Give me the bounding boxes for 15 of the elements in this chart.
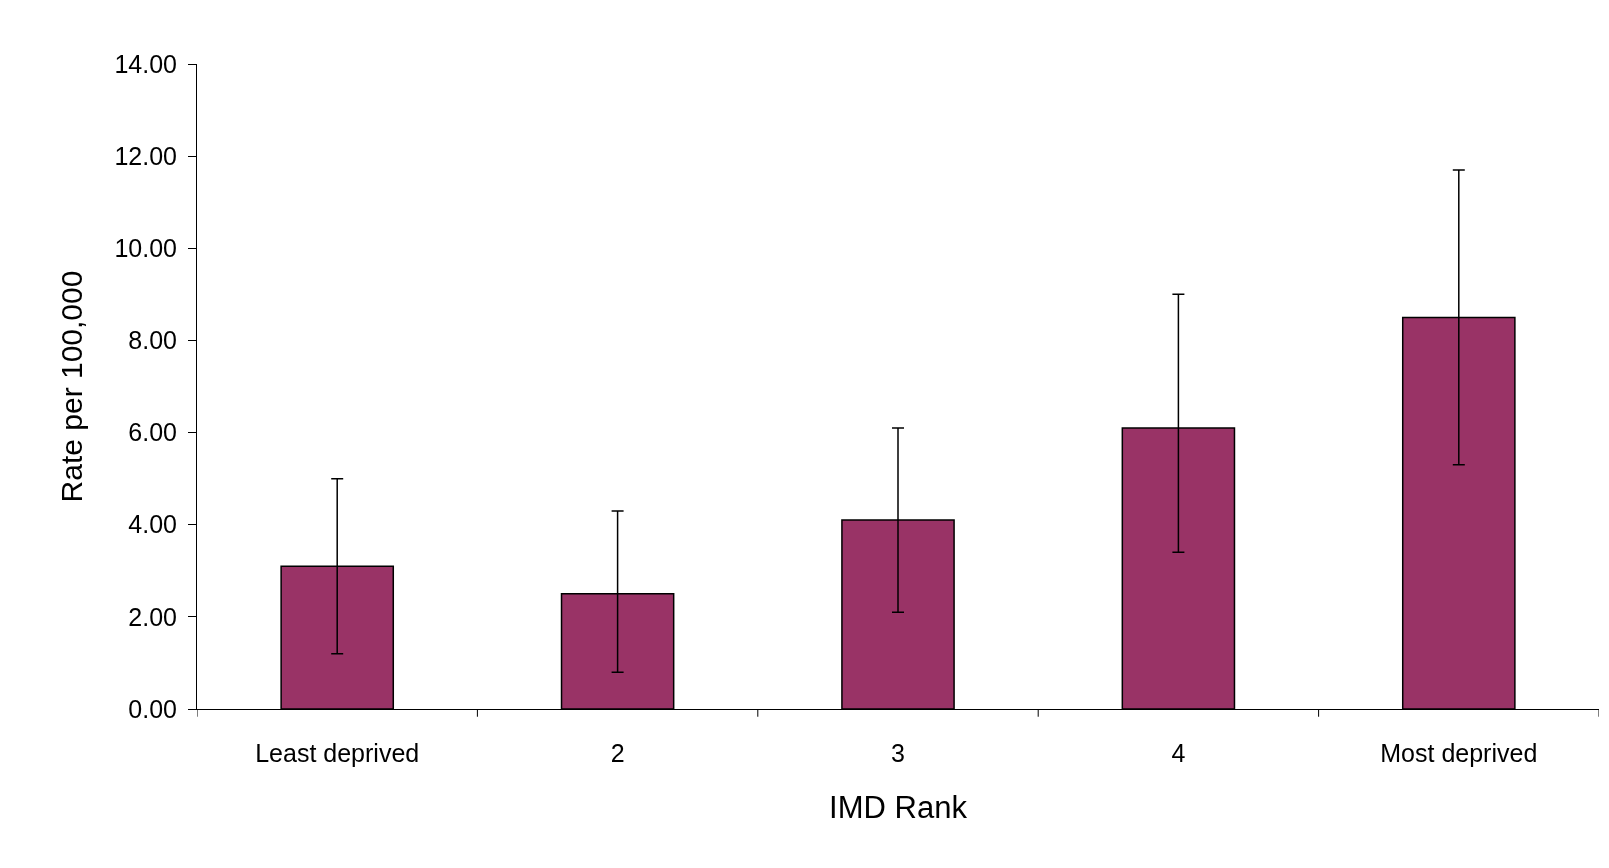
y-tick-label: 6.00 [128,418,177,447]
y-tick-label: 8.00 [128,326,177,355]
y-tick-label: 4.00 [128,510,177,539]
y-tick-label: 2.00 [128,602,177,631]
y-tick-label: 14.00 [114,49,177,78]
y-tick-label: 0.00 [128,694,177,723]
x-axis-title: IMD Rank [829,790,968,826]
y-tick-label: 10.00 [114,234,177,263]
x-tick-label: Least deprived [255,739,420,767]
x-tick-label: 4 [1171,739,1186,767]
x-tick-label: 3 [891,739,905,767]
y-axis-title: Rate per 100,000 [55,270,89,503]
y-tick-label: 12.00 [114,141,177,170]
x-tick-label: Most deprived [1380,739,1538,767]
x-tick-label: 2 [610,739,625,767]
